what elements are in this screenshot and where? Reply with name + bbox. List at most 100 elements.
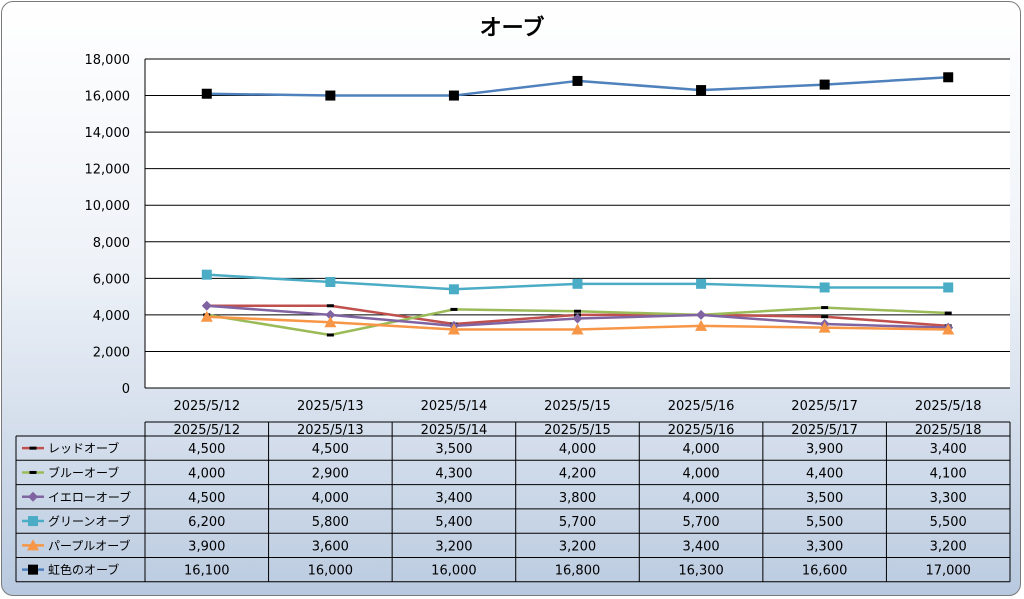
point-marker xyxy=(28,516,38,527)
table-header-cell: 2025/5/14 xyxy=(421,423,488,438)
point-marker xyxy=(572,313,583,324)
point-marker xyxy=(448,90,459,101)
plot-area xyxy=(145,59,1010,388)
table-cell: 5,400 xyxy=(435,515,472,530)
table-cell: 4,000 xyxy=(682,466,719,481)
series-label: ブルーオーブ xyxy=(48,465,119,480)
x-tick-label: 2025/5/16 xyxy=(668,399,735,414)
x-tick-label: 2025/5/18 xyxy=(915,399,982,414)
point-marker xyxy=(325,309,336,320)
x-tick-label: 2025/5/14 xyxy=(421,399,488,414)
table-cell: 3,300 xyxy=(806,539,843,554)
y-tick-label: 10,000 xyxy=(85,199,131,214)
table-cell: 3,200 xyxy=(930,539,967,554)
point-marker xyxy=(572,278,583,289)
table-row: グリーンオーブ 6,200 5,800 5,400 5,700 5,700 5,500 5,5… xyxy=(22,514,967,530)
y-tick-label: 16,000 xyxy=(85,90,131,105)
point-marker xyxy=(450,307,458,311)
series-label: レッドオーブ xyxy=(48,441,119,456)
table-header-cell: 2025/5/15 xyxy=(544,423,611,438)
table-cell: 5,700 xyxy=(682,515,719,530)
table-cell: 3,600 xyxy=(312,539,349,554)
y-tick-label: 6,000 xyxy=(93,272,130,287)
table-cell: 3,500 xyxy=(806,491,843,506)
series-label: グリーンオーブ xyxy=(48,514,131,529)
table-header-cell: 2025/5/16 xyxy=(668,423,735,438)
table-header-cell: 2025/5/12 xyxy=(173,423,240,438)
point-marker xyxy=(572,75,583,86)
point-marker xyxy=(201,300,212,311)
table-cell: 6,200 xyxy=(188,515,225,530)
point-marker xyxy=(447,323,460,335)
chart-title: オーブ xyxy=(480,15,545,41)
point-marker xyxy=(325,90,336,101)
x-tick-label: 2025/5/15 xyxy=(544,399,611,414)
y-tick-label: 0 xyxy=(122,382,130,397)
y-tick-label: 14,000 xyxy=(85,126,131,141)
point-marker xyxy=(201,269,212,280)
point-marker xyxy=(28,564,38,575)
table-cell: 3,500 xyxy=(435,442,472,457)
table-cell: 5,700 xyxy=(559,515,596,530)
y-tick-label: 2,000 xyxy=(93,345,130,360)
table-cell: 2,900 xyxy=(312,466,349,481)
point-marker xyxy=(943,72,954,83)
table-row: イエローオーブ 4,500 4,000 3,400 3,800 4,000 3,500 3,3… xyxy=(22,489,967,506)
table-cell: 5,500 xyxy=(806,515,843,530)
table-cell: 3,800 xyxy=(559,491,596,506)
y-tick-label: 18,000 xyxy=(85,53,131,68)
table-cell: 4,100 xyxy=(930,466,967,481)
point-marker xyxy=(942,323,955,335)
table-cell: 16,300 xyxy=(678,564,724,579)
point-marker xyxy=(819,79,830,90)
table-cell: 3,400 xyxy=(435,491,472,506)
point-marker xyxy=(29,470,37,474)
table-cell: 4,000 xyxy=(312,491,349,506)
table-cell: 16,800 xyxy=(555,564,601,579)
x-tick-label: 2025/5/13 xyxy=(297,399,364,414)
point-marker xyxy=(448,284,459,295)
table-cell: 4,000 xyxy=(559,442,596,457)
table-row: パープルオーブ 3,900 3,600 3,200 3,200 3,400 3,300 3,2… xyxy=(22,538,967,554)
series-label: パープルオーブ xyxy=(48,538,131,553)
table-cell: 5,500 xyxy=(930,515,967,530)
point-marker xyxy=(819,282,830,293)
table-cell: 3,900 xyxy=(806,442,843,457)
table-header: 2025/5/12 2025/5/13 2025/5/14 2025/5/15 2025… xyxy=(173,423,982,438)
y-axis-ticks: 0 2,000 4,000 6,000 8,000 10,000 12,000 14,000 1… xyxy=(85,53,131,397)
point-marker xyxy=(821,306,829,310)
series-label: イエローオーブ xyxy=(48,489,131,504)
point-marker xyxy=(571,323,584,335)
point-marker xyxy=(821,315,829,319)
point-marker xyxy=(326,304,334,308)
table-header-cell: 2025/5/13 xyxy=(297,423,364,438)
table-cell: 3,900 xyxy=(188,539,225,554)
table-cell: 4,000 xyxy=(188,466,225,481)
point-marker xyxy=(200,310,213,322)
table-row: 虹色のオーブ 16,100 16,000 16,000 16,800 16,300 16,6… xyxy=(22,562,971,579)
x-tick-label: 2025/5/17 xyxy=(791,399,858,414)
point-marker xyxy=(324,316,337,328)
table-cell: 4,500 xyxy=(312,442,349,457)
table-header-cell: 2025/5/18 xyxy=(915,423,982,438)
point-marker xyxy=(696,278,707,289)
table-cell: 3,300 xyxy=(930,491,967,506)
table-cell: 3,200 xyxy=(435,539,472,554)
table-header-cell: 2025/5/17 xyxy=(791,423,858,438)
x-axis-ticks: 2025/5/12 2025/5/13 2025/5/14 2025/5/15 2025… xyxy=(173,399,981,414)
table-row: レッドオーブ 4,500 4,500 3,500 4,000 4,000 3,900 3,40… xyxy=(22,441,967,457)
table-cell: 16,100 xyxy=(184,564,230,579)
y-tick-label: 12,000 xyxy=(85,163,131,178)
point-marker xyxy=(325,276,336,287)
point-marker xyxy=(818,321,831,333)
table-cell: 3,400 xyxy=(930,442,967,457)
table-cell: 17,000 xyxy=(925,564,971,579)
series-label: 虹色のオーブ xyxy=(48,562,119,577)
point-marker xyxy=(326,333,334,337)
y-tick-label: 8,000 xyxy=(93,236,130,251)
gridlines xyxy=(144,58,1010,389)
point-marker xyxy=(696,309,707,320)
point-marker xyxy=(29,446,37,450)
table-cell: 5,800 xyxy=(312,515,349,530)
